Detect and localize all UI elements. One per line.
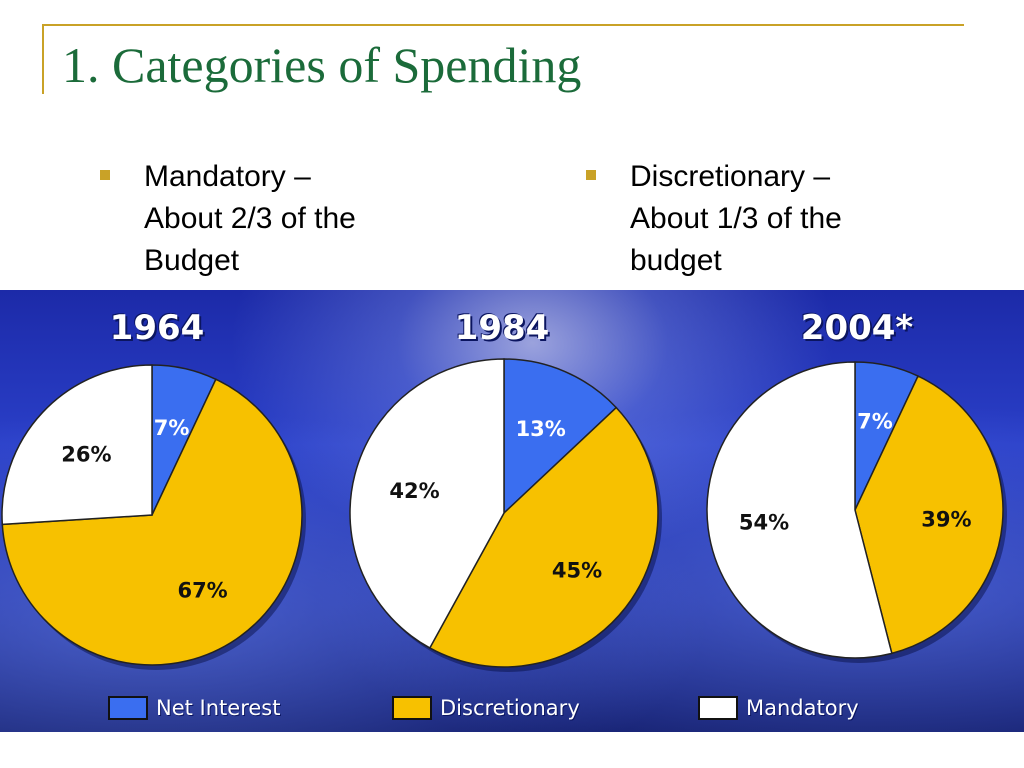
pie-charts-panel: 7% 67% 26% 13% 45% 42% 7% 39% 54% 1964 1984 2004… [0, 290, 1024, 732]
legend-label: Discretionary [440, 696, 580, 720]
pie-slice-discretionary [1, 378, 303, 666]
pie-data-label: 45% [552, 559, 602, 583]
pie-data-label: 39% [921, 508, 971, 532]
bullet-discretionary: Discretionary – About 1/3 of the budget [586, 156, 876, 282]
bullet-square-icon [586, 170, 596, 180]
slide-title: 1. Categories of Spending [62, 37, 582, 93]
bullet-text: Mandatory – About 2/3 of the Budget [144, 160, 356, 277]
pie-slice-mandatory [706, 361, 893, 659]
pie-data-label: 7% [857, 409, 893, 433]
slide-frame-top-rule [42, 24, 964, 26]
pie-chart-1964: 7% 67% 26% [1, 364, 306, 670]
pie-chart-2004*: 7% 39% 54% [706, 361, 1007, 663]
pie-slice-net-interest [503, 358, 618, 515]
legend-swatch [698, 696, 738, 720]
pie-slice-mandatory [1, 364, 153, 526]
legend-swatch [392, 696, 432, 720]
slide-frame-left-rule [42, 24, 44, 94]
pie-data-label: 54% [739, 511, 789, 535]
chart-title-2004: 2004* [800, 308, 914, 348]
legend-label: Net Interest [156, 696, 281, 720]
pie-charts-svg: 7% 67% 26% 13% 45% 42% 7% 39% 54% [1, 358, 1007, 672]
pie-slice-mandatory [349, 358, 505, 649]
chart-title-1964: 1964 [109, 308, 205, 348]
legend-swatch [108, 696, 148, 720]
bullet-square-icon [100, 170, 110, 180]
pie-data-label: 7% [154, 416, 190, 440]
bullet-text: Discretionary – About 1/3 of the budget [630, 160, 842, 277]
pie-data-label: 67% [177, 578, 227, 602]
legend-label: Mandatory [746, 696, 859, 720]
pie-data-label: 26% [61, 442, 111, 466]
pie-slice-discretionary [854, 375, 1004, 655]
chart-title-1984: 1984 [454, 308, 550, 348]
bullet-mandatory: Mandatory – About 2/3 of the Budget [100, 156, 370, 282]
pie-data-label: 13% [516, 417, 566, 441]
pie-chart-1984: 13% 45% 42% [349, 358, 662, 672]
pie-data-label: 42% [389, 479, 439, 503]
pie-slice-discretionary [428, 406, 659, 668]
